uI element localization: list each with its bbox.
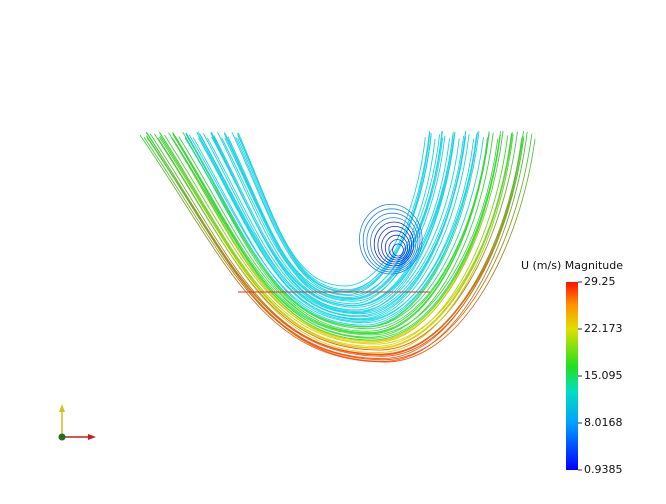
streamline	[146, 135, 524, 360]
colorbar-title: U (m/s) Magnitude	[521, 259, 623, 272]
streamline	[143, 133, 533, 361]
streamline	[192, 132, 479, 326]
orientation-axes	[58, 404, 96, 441]
vortex-loop	[377, 225, 413, 265]
streamline	[227, 136, 436, 298]
vortex-loop	[366, 212, 419, 271]
streamline	[168, 132, 501, 344]
streamline	[184, 131, 480, 328]
streamline	[236, 133, 426, 287]
colorbar-tick-label: 15.095	[584, 369, 623, 382]
streamline	[172, 131, 494, 338]
streamline	[164, 131, 504, 342]
streamline	[206, 136, 465, 314]
streamline	[224, 137, 444, 301]
streamline	[157, 134, 514, 354]
streamline	[139, 134, 536, 363]
streamline	[171, 137, 499, 336]
vortex-loop	[359, 203, 423, 275]
streamline	[185, 134, 489, 332]
vortex-loop	[388, 239, 406, 259]
streamline	[221, 135, 446, 302]
colorbar-tick-label: 8.0168	[584, 416, 623, 429]
vortex-loop	[362, 208, 421, 273]
streamline	[202, 130, 467, 317]
streamline	[158, 131, 512, 345]
streamline	[146, 136, 525, 355]
streamline	[224, 134, 441, 296]
colorbar-tick-label: 29.25	[584, 275, 616, 288]
colorbar-tick-label: 22.173	[584, 322, 623, 335]
streamlines	[139, 130, 536, 363]
streamline	[149, 133, 523, 356]
streamline	[235, 132, 431, 295]
vortex-loop	[373, 221, 415, 267]
streamline	[217, 132, 450, 306]
streamline	[182, 131, 490, 334]
streamline	[199, 133, 467, 315]
colorbar: U (m/s) Magnitude 29.25 22.173 15.095 8.016…	[521, 259, 623, 476]
vortex-streamlines	[359, 203, 423, 275]
streamline	[198, 136, 475, 322]
vortex-loop	[384, 234, 408, 261]
colorbar-gradient	[566, 282, 578, 470]
streamline	[237, 131, 430, 292]
colorbar-tick-label: 0.9385	[584, 463, 623, 476]
streamline	[160, 135, 509, 347]
vortex-loop	[392, 243, 404, 257]
vortex-loop	[381, 230, 411, 263]
streamline	[198, 134, 470, 321]
vortex-loop	[370, 217, 417, 269]
